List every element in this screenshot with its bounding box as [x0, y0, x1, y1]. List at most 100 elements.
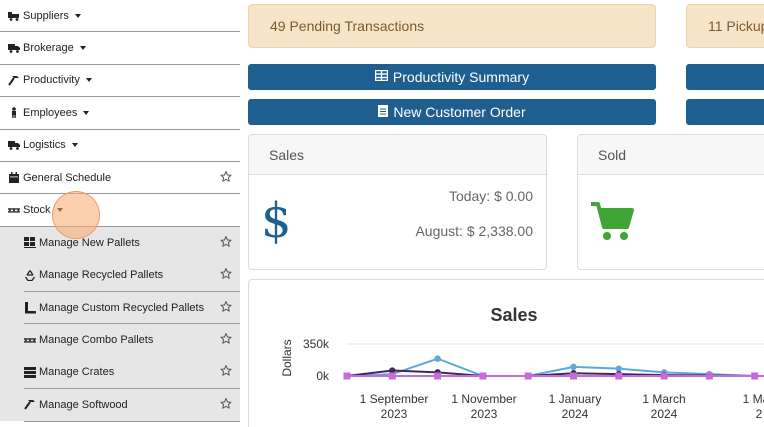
sidebar-item-stock[interactable]: Stock [0, 194, 240, 227]
chart-point [615, 365, 622, 372]
sidebar-item-label: Employees [23, 106, 78, 119]
chart-y-tick: 350k [303, 337, 330, 351]
chart-point [570, 363, 577, 371]
truck-icon [8, 139, 20, 151]
submenu-item-label: Manage Custom Recycled Pallets [39, 301, 205, 314]
sidebar-item-label: Logistics [23, 139, 66, 152]
sales-chart: Sales Dollars 350k 0k 1 September 2023 1 Novem… [280, 305, 764, 421]
sidebar-item-suppliers[interactable]: Suppliers [0, 0, 240, 33]
sold-card: Sold [577, 134, 764, 270]
productivity-summary-label: Productivity Summary [392, 69, 530, 85]
submenu-item-label: Manage Softwood [39, 398, 128, 411]
chart-point [751, 372, 759, 380]
star-icon[interactable] [220, 268, 232, 283]
chart-point [434, 355, 441, 362]
pending-transactions-text: 49 Pending Transactions [270, 18, 425, 34]
sold-card-header: Sold [578, 135, 764, 175]
star-icon[interactable] [220, 170, 232, 185]
chart-point [343, 372, 351, 380]
chart-point [615, 372, 623, 380]
submenu-item-manage-combo-pallets[interactable]: Manage Combo Pallets [0, 323, 240, 357]
chart-point [705, 372, 713, 380]
table-icon [374, 69, 389, 84]
sidebar-item-label: Stock [23, 204, 51, 217]
submenu-item-row: Manage Custom Recycled Pallets [24, 292, 240, 325]
sidebar-item-general-schedule[interactable]: General Schedule [0, 161, 240, 195]
sidebar: Suppliers Brokerage Productivity Employees L… [0, 0, 240, 427]
sales-card: Sales $ Today: $ 0.00 August: $ 2,338.00 [248, 134, 547, 270]
chart-point [570, 372, 577, 380]
star-icon[interactable] [220, 333, 232, 348]
new-customer-order-label: New Customer Order [393, 104, 526, 120]
sidebar-menu: Suppliers Brokerage Productivity Employees L… [0, 0, 240, 227]
truck-icon [8, 42, 20, 54]
chart-x-tick: 1 May2 [743, 392, 764, 421]
submenu-item-label: Manage Recycled Pallets [39, 269, 164, 282]
truck-loading-icon [8, 10, 20, 22]
caret-down-icon [74, 13, 81, 18]
caret-down-icon [71, 143, 78, 148]
star-icon[interactable] [220, 397, 232, 412]
hammer-icon [8, 74, 20, 86]
sidebar-item-label: Brokerage [23, 42, 74, 55]
person-icon [8, 107, 20, 119]
pallet-icon [8, 204, 20, 216]
pallet-icon [24, 334, 36, 346]
document-icon [378, 104, 389, 120]
sales-month: August: $ 2,338.00 [415, 223, 533, 239]
sidebar-item-label: Productivity [23, 74, 80, 87]
crate-icon [24, 366, 36, 378]
submenu-item-row: Manage New Pallets [24, 227, 240, 260]
dollar-icon: $ [261, 193, 292, 249]
submenu-item-row: Manage Combo Pallets [24, 324, 240, 357]
stock-submenu: Manage New Pallets Manage Recycled Pallet… [0, 226, 240, 422]
chart-point [660, 372, 668, 380]
caret-down-icon [85, 78, 92, 83]
submenu-item-manage-softwood[interactable]: Manage Softwood [0, 388, 240, 422]
sidebar-item-logistics[interactable]: Logistics [0, 129, 240, 162]
chart-x-tick: 1 January 2024 [549, 392, 602, 421]
chart-title: Sales [490, 305, 537, 325]
star-icon[interactable] [220, 235, 232, 250]
chart-ylabel: Dollars [280, 339, 294, 376]
right-action-button-2[interactable] [686, 99, 764, 125]
pallet-boxes-icon [24, 237, 36, 249]
chart-x-tick: 1 November 2023 [451, 392, 516, 421]
chart-point [388, 372, 396, 380]
sidebar-item-employees[interactable]: Employees [0, 97, 240, 130]
star-icon[interactable] [220, 300, 232, 315]
chart-point [524, 372, 532, 380]
submenu-item-row: Manage Softwood [24, 389, 240, 422]
productivity-summary-button[interactable]: Productivity Summary [248, 64, 656, 90]
caret-down-icon [83, 110, 90, 115]
submenu-item-label: Manage Crates [39, 366, 115, 379]
pickup-alert[interactable]: 11 Pickup [686, 4, 764, 48]
right-action-button-1[interactable] [686, 64, 764, 90]
submenu-item-row: Manage Recycled Pallets [24, 260, 240, 293]
pallet-custom-icon [24, 301, 36, 314]
sidebar-item-label: Suppliers [23, 9, 69, 22]
chart-point [479, 372, 487, 380]
new-customer-order-button[interactable]: New Customer Order [248, 99, 656, 125]
submenu-item-row: Manage Crates [24, 357, 240, 390]
caret-down-icon [56, 208, 63, 213]
sidebar-item-label: General Schedule [23, 171, 112, 184]
submenu-item-manage-new-pallets[interactable]: Manage New Pallets [0, 226, 240, 260]
chart-y-tick: 0k [316, 369, 330, 383]
shopping-cart-icon [590, 201, 634, 246]
submenu-item-manage-custom-recycled-pallets[interactable]: Manage Custom Recycled Pallets [0, 291, 240, 325]
submenu-item-label: Manage Combo Pallets [39, 334, 154, 347]
pending-transactions-alert[interactable]: 49 Pending Transactions [248, 4, 656, 48]
sales-chart-card: Sales Dollars 350k 0k 1 September 2023 1 Novem… [248, 279, 764, 427]
star-icon[interactable] [220, 365, 232, 380]
sales-card-header: Sales [249, 135, 546, 175]
chart-point [434, 372, 442, 380]
chart-point [389, 367, 396, 374]
submenu-item-manage-crates[interactable]: Manage Crates [0, 356, 240, 390]
caret-down-icon [79, 46, 86, 51]
chart-x-tick: 1 March 2024 [642, 392, 685, 421]
sidebar-item-productivity[interactable]: Productivity [0, 64, 240, 98]
sidebar-item-brokerage[interactable]: Brokerage [0, 32, 240, 65]
submenu-item-manage-recycled-pallets[interactable]: Manage Recycled Pallets [0, 259, 240, 293]
submenu-item-label: Manage New Pallets [39, 236, 140, 249]
